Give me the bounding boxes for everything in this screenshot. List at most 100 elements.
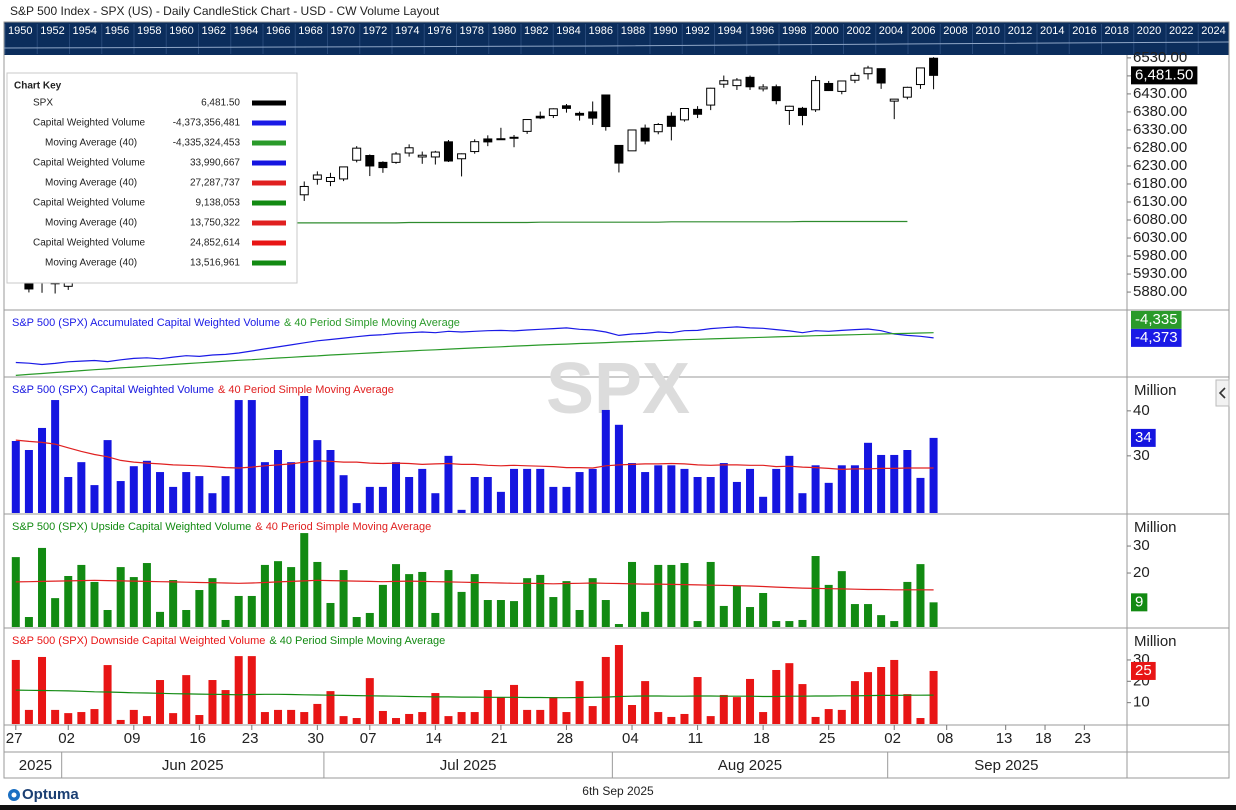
overview-year: 1992 bbox=[685, 25, 709, 37]
volume-bar bbox=[470, 477, 479, 513]
volume-bar bbox=[444, 455, 453, 513]
volume-bar bbox=[326, 602, 335, 627]
y-axis-label: Million bbox=[1134, 519, 1177, 536]
volume-bar bbox=[103, 440, 112, 513]
volume-bar bbox=[156, 680, 165, 724]
overview-year: 1982 bbox=[524, 25, 548, 37]
volume-bar bbox=[116, 481, 125, 513]
volume-bar bbox=[614, 624, 623, 627]
chart-key-swatch bbox=[252, 180, 286, 186]
volume-bar bbox=[64, 477, 73, 513]
volume-bar bbox=[24, 617, 33, 627]
volume-bar bbox=[195, 715, 204, 724]
volume-bar bbox=[352, 503, 361, 513]
overview-year: 2010 bbox=[976, 25, 1000, 37]
chart-key-box bbox=[6, 72, 298, 284]
volume-bar bbox=[260, 564, 269, 627]
volume-bar bbox=[536, 709, 545, 724]
value-tag-label: -4,373 bbox=[1135, 329, 1178, 346]
volume-bar bbox=[352, 617, 361, 627]
footer-date: 6th Sep 2025 bbox=[582, 784, 654, 798]
volume-bar bbox=[90, 485, 99, 513]
value-tag-label: 25 bbox=[1135, 662, 1152, 679]
volume-bar bbox=[614, 424, 623, 513]
volume-bar bbox=[759, 496, 768, 513]
brand-logo bbox=[8, 789, 20, 801]
volume-bar bbox=[405, 574, 414, 627]
volume-bar bbox=[11, 441, 20, 513]
volume-bar bbox=[339, 475, 348, 513]
volume-bar bbox=[51, 598, 60, 627]
volume-bar bbox=[929, 437, 938, 513]
overview-band[interactable] bbox=[4, 22, 1229, 55]
y-tick-label: 6080.00 bbox=[1133, 211, 1187, 228]
volume-bar bbox=[693, 477, 702, 513]
volume-bar bbox=[142, 716, 151, 724]
x-tick-label: 11 bbox=[688, 730, 704, 747]
volume-bar bbox=[575, 681, 584, 724]
volume-bar bbox=[234, 400, 243, 513]
volume-bar bbox=[234, 656, 243, 724]
y-tick-label: 10 bbox=[1133, 694, 1150, 711]
candle-body bbox=[299, 185, 309, 196]
candle-body bbox=[561, 105, 571, 109]
volume-bar bbox=[811, 556, 820, 627]
candle-body bbox=[378, 161, 388, 169]
candle-body bbox=[443, 141, 453, 162]
volume-bar bbox=[746, 678, 755, 724]
collapse-button[interactable] bbox=[1215, 379, 1230, 407]
y-tick-label: 6330.00 bbox=[1133, 121, 1187, 138]
volume-bar bbox=[169, 580, 178, 627]
volume-bar bbox=[11, 659, 20, 724]
overview-year: 2004 bbox=[879, 25, 903, 37]
candle-body bbox=[771, 86, 781, 102]
overview-year: 2016 bbox=[1072, 25, 1096, 37]
volume-bar bbox=[129, 709, 138, 724]
volume-bar bbox=[588, 578, 597, 627]
candle-body bbox=[365, 155, 375, 167]
volume-bar bbox=[772, 621, 781, 627]
volume-bar bbox=[719, 463, 728, 513]
volume-bar bbox=[142, 460, 151, 513]
chart-key-swatch bbox=[252, 100, 286, 106]
volume-bar bbox=[470, 574, 479, 627]
volume-bar bbox=[365, 486, 374, 513]
chart-key-name: Capital Weighted Volume bbox=[33, 118, 146, 129]
value-tag-label: -4,335 bbox=[1135, 311, 1178, 328]
volume-bar bbox=[641, 681, 650, 724]
volume-bar bbox=[746, 607, 755, 627]
volume-bar bbox=[378, 486, 387, 513]
volume-bar bbox=[746, 468, 755, 513]
candle-body bbox=[601, 94, 611, 128]
volume-bar bbox=[916, 564, 925, 627]
chart-key-value: 33,990,667 bbox=[190, 158, 240, 169]
volume-bar bbox=[339, 570, 348, 627]
volume-bar bbox=[916, 477, 925, 513]
volume-bar bbox=[103, 665, 112, 724]
volume-bar bbox=[129, 577, 138, 627]
candle-body bbox=[496, 138, 506, 141]
volume-bar bbox=[929, 670, 938, 724]
legend-entry: & 40 Period Simple Moving Average bbox=[255, 521, 431, 533]
brand-name: Optuma bbox=[22, 786, 79, 803]
candle-body bbox=[876, 68, 886, 84]
legend-entry: S&P 500 (SPX) Upside Capital Weighted Vo… bbox=[12, 521, 251, 533]
volume-bar bbox=[523, 709, 532, 724]
candle-body bbox=[325, 176, 335, 182]
volume-bar bbox=[654, 712, 663, 724]
volume-bar bbox=[601, 656, 610, 724]
volume-bar bbox=[824, 709, 833, 724]
volume-bar bbox=[457, 591, 466, 627]
candle-body bbox=[929, 57, 939, 76]
volume-bar bbox=[588, 468, 597, 513]
candle-body bbox=[679, 108, 689, 121]
volume-bar bbox=[706, 561, 715, 627]
volume-bar bbox=[339, 716, 348, 724]
candle-body bbox=[719, 80, 729, 85]
overview-year: 2000 bbox=[814, 25, 838, 37]
series-line bbox=[15, 579, 934, 591]
volume-bar bbox=[575, 472, 584, 513]
volume-bar bbox=[418, 571, 427, 627]
y-tick-label: 6180.00 bbox=[1133, 175, 1187, 192]
